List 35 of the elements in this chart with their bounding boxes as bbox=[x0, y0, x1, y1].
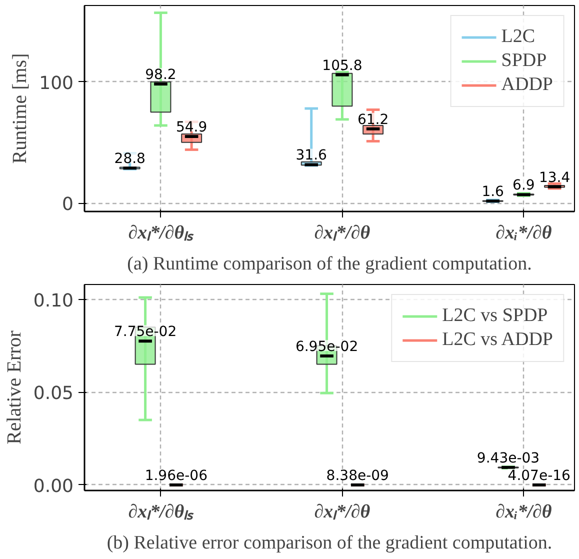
legend-label: SPDP bbox=[501, 50, 547, 72]
text: 31.6 bbox=[296, 148, 327, 164]
x-tick-label: ∂xₗ*/∂θ bbox=[314, 222, 370, 244]
text: 7.75e-02 bbox=[114, 324, 177, 340]
y-tick-label: 0.05 bbox=[33, 383, 74, 404]
legend-label: ADDP bbox=[501, 74, 553, 96]
text: 6.95e-02 bbox=[295, 338, 358, 355]
y-tick-label: 0 bbox=[62, 194, 74, 216]
text: 105.8 bbox=[322, 58, 362, 74]
y-tick-label: 0.10 bbox=[33, 290, 74, 312]
x-tick-label: ∂xᵢ*/∂θ bbox=[496, 502, 552, 522]
y-axis-title: Runtime [ms] bbox=[9, 53, 32, 164]
y-axis-title: Relative Error bbox=[3, 330, 26, 444]
x-tick-label: ∂xₗ*/∂θ bbox=[314, 502, 370, 522]
text: 28.8 bbox=[114, 151, 146, 168]
text: 13.4 bbox=[538, 170, 570, 186]
text: 1.6 bbox=[482, 184, 504, 200]
text: 6.9 bbox=[512, 178, 535, 194]
legend-label: L2C bbox=[501, 26, 536, 48]
legend-label: L2C vs ADDP bbox=[442, 329, 553, 351]
text: 9.43e-03 bbox=[476, 450, 540, 466]
text: 61.2 bbox=[357, 112, 389, 128]
text: 1.96e-06 bbox=[144, 468, 208, 484]
legend-label: L2C vs SPDP bbox=[442, 305, 548, 327]
text: (b) Relative error comparison of the gradient computation. bbox=[106, 532, 552, 554]
y-tick-label: 0.00 bbox=[33, 476, 74, 497]
text: 4.07e-16 bbox=[508, 468, 570, 484]
text: 54.9 bbox=[176, 119, 208, 136]
text: 98.2 bbox=[145, 67, 176, 84]
text: (a) Runtime comparison of the gradient computation. bbox=[127, 254, 532, 274]
y-tick-label: 100 bbox=[39, 72, 74, 94]
x-tick-label: ∂xᵢ*/∂θ bbox=[496, 222, 552, 244]
text: 8.38e-09 bbox=[326, 468, 389, 484]
x-tick-label: ∂xₗ*/∂θₗₛ bbox=[128, 222, 194, 244]
x-tick-label: ∂xₗ*/∂θₗₛ bbox=[128, 502, 194, 522]
